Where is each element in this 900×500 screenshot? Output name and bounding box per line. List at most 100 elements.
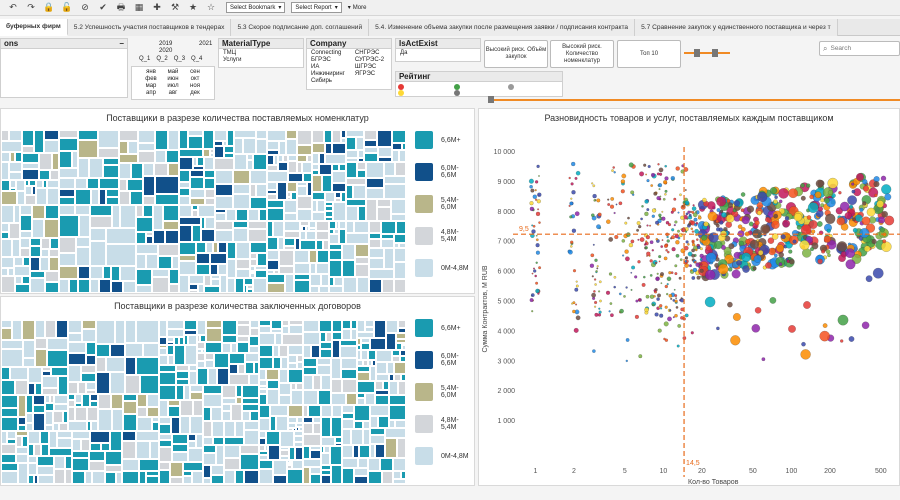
treemap-tile[interactable] <box>346 178 366 185</box>
treemap-tile[interactable] <box>1 205 14 223</box>
treemap-tile[interactable] <box>143 205 153 217</box>
treemap-tile[interactable] <box>190 416 203 434</box>
treemap-tile[interactable] <box>224 421 235 437</box>
treemap-tile[interactable] <box>358 458 368 468</box>
treemap-tile[interactable] <box>213 437 224 445</box>
treemap-tile[interactable] <box>321 475 331 484</box>
treemap-tile[interactable] <box>193 166 204 170</box>
treemap-tile[interactable] <box>172 444 188 452</box>
treemap-tile[interactable] <box>159 320 167 337</box>
treemap-tile[interactable] <box>370 366 376 381</box>
tab-volume-change[interactable]: 5.4. Изменение объема закупки после разм… <box>369 19 636 36</box>
treemap-tile[interactable] <box>202 349 205 353</box>
treemap-tile[interactable] <box>366 188 384 199</box>
treemap-tile[interactable] <box>212 421 224 437</box>
treemap-tile[interactable] <box>14 205 20 223</box>
treemap-tile[interactable] <box>159 440 172 447</box>
treemap-tile[interactable] <box>243 138 256 154</box>
treemap-tile[interactable] <box>179 196 190 205</box>
treemap-tile[interactable] <box>334 277 343 286</box>
treemap-tile[interactable] <box>282 326 289 334</box>
treemap-tile[interactable] <box>339 229 346 244</box>
treemap-tile[interactable] <box>259 460 273 469</box>
treemap-tile[interactable] <box>303 390 318 405</box>
treemap-tile[interactable] <box>259 438 266 445</box>
treemap-tile[interactable] <box>381 221 396 234</box>
treemap-tile[interactable] <box>267 389 279 405</box>
treemap-tile[interactable] <box>1 454 16 463</box>
treemap-tile[interactable] <box>398 320 406 328</box>
treemap-tile[interactable] <box>250 253 257 259</box>
treemap-tile[interactable] <box>155 194 179 205</box>
treemap-tile[interactable] <box>205 198 215 205</box>
treemap-tile[interactable] <box>183 462 203 471</box>
treemap-tile[interactable] <box>329 244 342 250</box>
treemap-tile[interactable] <box>357 277 369 293</box>
check-icon[interactable]: ✔ <box>99 2 107 13</box>
treemap-tile[interactable] <box>319 153 325 164</box>
treemap-tile[interactable] <box>45 403 54 411</box>
treemap-tile[interactable] <box>312 170 319 175</box>
treemap-tile[interactable] <box>172 256 179 269</box>
treemap-tile[interactable] <box>392 150 399 162</box>
treemap-tile[interactable] <box>325 206 333 211</box>
treemap-tile[interactable] <box>188 335 197 345</box>
treemap-tile[interactable] <box>139 459 159 471</box>
treemap-tile[interactable] <box>236 259 250 269</box>
treemap-tile[interactable] <box>370 405 389 416</box>
treemap-tile[interactable] <box>275 333 282 345</box>
treemap-tile[interactable] <box>332 183 346 192</box>
treemap-tile[interactable] <box>168 130 179 150</box>
treemap-tile[interactable] <box>280 456 289 460</box>
treemap-tile[interactable] <box>288 405 303 417</box>
treemap-tile[interactable] <box>143 163 154 176</box>
treemap-tile[interactable] <box>146 471 159 476</box>
treemap-tile[interactable] <box>179 188 190 196</box>
treemap-tile[interactable] <box>333 202 346 221</box>
treemap-tile[interactable] <box>397 438 406 458</box>
treemap-tile[interactable] <box>23 358 35 367</box>
treemap-tile[interactable] <box>240 454 259 470</box>
treemap-tile[interactable] <box>231 404 242 421</box>
treemap-tile[interactable] <box>59 178 75 189</box>
report-select[interactable]: Select Report ▾ <box>291 2 342 13</box>
treemap-tile[interactable] <box>106 244 136 266</box>
lock-icon[interactable]: 🔒 <box>43 2 55 13</box>
treemap-tile[interactable] <box>213 242 218 253</box>
isactexist-listbox[interactable]: IsActExist Да <box>395 38 481 62</box>
treemap-tile[interactable] <box>343 277 357 293</box>
treemap-tile[interactable] <box>372 360 376 366</box>
treemap-tile[interactable] <box>201 229 215 242</box>
treemap-tile[interactable] <box>259 405 270 418</box>
treemap-tile[interactable] <box>288 355 297 363</box>
treemap-tile[interactable] <box>203 445 216 453</box>
treemap-tile[interactable] <box>309 250 317 263</box>
treemap-tile[interactable] <box>152 277 169 293</box>
treemap-tile[interactable] <box>363 360 368 366</box>
treemap-tile[interactable] <box>267 221 273 237</box>
treemap-tile[interactable] <box>37 456 54 466</box>
treemap-tile[interactable] <box>317 200 325 212</box>
treemap-tile[interactable] <box>366 199 377 221</box>
treemap-tile[interactable] <box>9 162 22 172</box>
treemap-tile[interactable] <box>286 130 297 139</box>
treemap-tile[interactable] <box>376 374 389 381</box>
treemap-tile[interactable] <box>268 445 280 460</box>
treemap-tile[interactable] <box>215 184 233 196</box>
treemap-tile[interactable] <box>267 141 279 150</box>
treemap-tile[interactable] <box>312 130 324 143</box>
treemap-tile[interactable] <box>1 141 22 152</box>
treemap-tile[interactable] <box>309 228 316 231</box>
treemap-tile[interactable] <box>346 185 353 199</box>
treemap-tile[interactable] <box>291 383 296 390</box>
treemap-tile[interactable] <box>259 431 266 438</box>
treemap-tile[interactable] <box>319 286 329 293</box>
treemap-tile[interactable] <box>50 238 59 249</box>
treemap-tile[interactable] <box>340 340 357 346</box>
treemap-tile[interactable] <box>152 422 159 431</box>
treemap-tile[interactable] <box>401 471 406 479</box>
treemap-tile[interactable] <box>321 405 332 417</box>
treemap-tile[interactable] <box>224 146 234 153</box>
treemap-tile[interactable] <box>366 162 384 178</box>
treemap-tile[interactable] <box>1 152 10 162</box>
